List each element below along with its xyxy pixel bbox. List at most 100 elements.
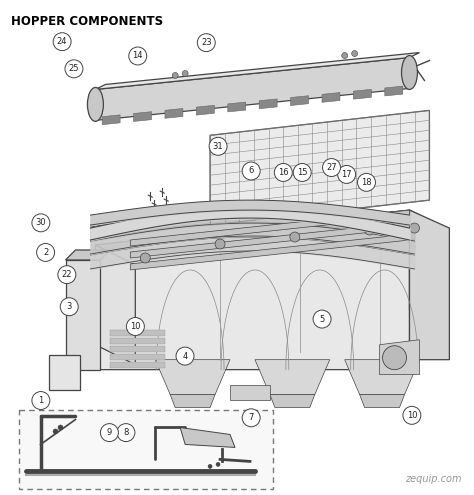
- Text: 15: 15: [297, 168, 308, 177]
- Polygon shape: [228, 102, 246, 112]
- Polygon shape: [48, 355, 81, 390]
- Ellipse shape: [401, 55, 418, 90]
- Circle shape: [215, 239, 225, 249]
- Polygon shape: [110, 362, 165, 368]
- Polygon shape: [291, 96, 309, 105]
- Circle shape: [410, 223, 419, 233]
- Text: 9: 9: [107, 428, 112, 437]
- Polygon shape: [65, 250, 110, 260]
- Polygon shape: [410, 210, 449, 360]
- Circle shape: [357, 173, 375, 192]
- Polygon shape: [380, 340, 419, 375]
- FancyBboxPatch shape: [18, 409, 273, 490]
- Text: 8: 8: [123, 428, 128, 437]
- Text: 17: 17: [341, 170, 352, 179]
- Circle shape: [274, 163, 292, 182]
- Circle shape: [208, 464, 212, 468]
- Text: 1: 1: [38, 396, 44, 405]
- Polygon shape: [410, 210, 449, 330]
- Text: 6: 6: [248, 166, 254, 176]
- Text: 2: 2: [43, 248, 48, 257]
- Text: 5: 5: [319, 315, 325, 324]
- Circle shape: [383, 346, 407, 370]
- Circle shape: [209, 137, 227, 155]
- Polygon shape: [322, 93, 340, 102]
- Circle shape: [337, 165, 356, 184]
- Circle shape: [32, 214, 50, 232]
- Circle shape: [58, 425, 63, 430]
- Polygon shape: [130, 234, 410, 270]
- Text: 30: 30: [36, 218, 46, 227]
- Circle shape: [36, 244, 55, 261]
- Polygon shape: [130, 222, 410, 258]
- Polygon shape: [95, 210, 410, 370]
- Circle shape: [100, 424, 118, 442]
- Text: 18: 18: [361, 178, 372, 187]
- Circle shape: [365, 225, 374, 235]
- Polygon shape: [360, 395, 404, 407]
- Circle shape: [65, 60, 83, 78]
- Polygon shape: [270, 395, 315, 407]
- Polygon shape: [110, 330, 165, 336]
- Circle shape: [197, 34, 215, 51]
- Circle shape: [58, 266, 76, 284]
- Circle shape: [293, 163, 311, 182]
- Polygon shape: [345, 360, 419, 395]
- Circle shape: [140, 253, 150, 263]
- Polygon shape: [110, 338, 165, 344]
- Polygon shape: [95, 210, 449, 265]
- Text: 14: 14: [133, 51, 143, 60]
- Text: 4: 4: [182, 351, 188, 360]
- Circle shape: [176, 347, 194, 365]
- Text: 24: 24: [57, 37, 67, 46]
- Circle shape: [127, 317, 145, 336]
- Circle shape: [242, 162, 260, 180]
- Circle shape: [322, 158, 340, 177]
- Polygon shape: [110, 354, 165, 360]
- Circle shape: [32, 392, 50, 409]
- Text: 27: 27: [326, 163, 337, 172]
- Text: 23: 23: [201, 38, 211, 47]
- Text: 10: 10: [130, 322, 141, 331]
- Circle shape: [182, 70, 188, 77]
- Circle shape: [216, 462, 220, 466]
- Text: 10: 10: [407, 411, 417, 420]
- Text: HOPPER COMPONENTS: HOPPER COMPONENTS: [11, 15, 163, 28]
- Circle shape: [290, 232, 300, 242]
- Polygon shape: [259, 99, 277, 109]
- Polygon shape: [110, 346, 165, 352]
- Circle shape: [313, 310, 331, 328]
- Polygon shape: [170, 395, 215, 407]
- Circle shape: [342, 52, 347, 58]
- Polygon shape: [180, 428, 235, 447]
- Polygon shape: [95, 52, 419, 90]
- Polygon shape: [102, 115, 120, 125]
- Circle shape: [172, 72, 178, 79]
- Polygon shape: [354, 89, 371, 99]
- Polygon shape: [255, 360, 330, 395]
- Polygon shape: [65, 260, 100, 370]
- Text: 31: 31: [213, 142, 223, 151]
- Circle shape: [53, 429, 58, 434]
- Polygon shape: [134, 112, 152, 121]
- Text: 25: 25: [69, 64, 79, 73]
- Polygon shape: [230, 385, 270, 399]
- Ellipse shape: [87, 88, 103, 121]
- Polygon shape: [155, 360, 230, 395]
- Polygon shape: [385, 86, 403, 96]
- Circle shape: [53, 33, 71, 50]
- Text: 7: 7: [248, 413, 254, 422]
- Polygon shape: [196, 105, 214, 115]
- Circle shape: [117, 424, 135, 442]
- Circle shape: [352, 50, 358, 56]
- Polygon shape: [210, 110, 429, 225]
- Polygon shape: [95, 57, 410, 120]
- Circle shape: [129, 47, 147, 65]
- Polygon shape: [130, 210, 410, 246]
- Text: zequip.com: zequip.com: [405, 474, 461, 484]
- Text: 16: 16: [278, 168, 289, 177]
- Polygon shape: [95, 245, 135, 365]
- Circle shape: [242, 409, 260, 427]
- Text: 3: 3: [66, 302, 72, 311]
- Circle shape: [60, 298, 78, 316]
